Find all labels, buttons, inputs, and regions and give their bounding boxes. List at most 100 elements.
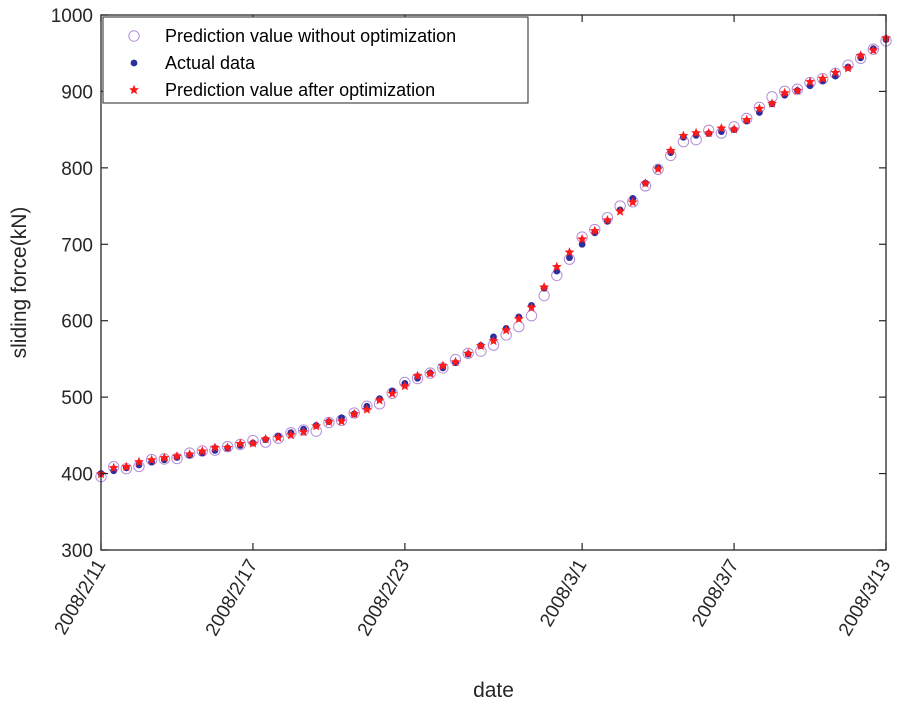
data-point <box>297 424 310 436</box>
data-point <box>172 451 182 461</box>
data-point <box>425 368 436 378</box>
data-point <box>463 348 474 358</box>
legend-label: Actual data <box>165 53 256 73</box>
data-point <box>424 367 436 379</box>
data-point <box>475 340 486 351</box>
data-point <box>387 388 398 398</box>
data-point <box>589 225 600 236</box>
data-point <box>665 145 676 155</box>
x-axis-label: date <box>473 679 514 702</box>
y-tick-label: 800 <box>61 159 93 180</box>
data-point <box>741 114 752 125</box>
y-tick-label: 700 <box>61 235 93 256</box>
data-point <box>653 163 663 174</box>
data-point <box>525 310 538 322</box>
data-point <box>703 127 714 138</box>
data-point <box>197 446 208 456</box>
data-point <box>791 83 804 95</box>
data-point <box>248 438 258 448</box>
data-point <box>129 84 139 95</box>
data-point <box>399 380 410 391</box>
data-point <box>298 426 309 437</box>
data-point <box>273 432 284 442</box>
data-point <box>210 442 220 452</box>
data-point <box>130 59 138 67</box>
data-point <box>551 261 562 272</box>
data-point <box>716 123 727 133</box>
data-point <box>513 320 525 333</box>
data-point <box>336 416 347 426</box>
x-tick-label: 2008/3/7 <box>688 556 743 631</box>
data-point <box>324 416 334 426</box>
data-point <box>311 421 322 431</box>
chart-marks <box>95 32 892 483</box>
data-point <box>348 407 360 419</box>
data-point <box>462 347 474 360</box>
data-point <box>221 440 234 453</box>
data-point <box>513 313 524 324</box>
series-star <box>96 32 891 479</box>
data-point <box>538 289 550 302</box>
data-point <box>564 247 575 257</box>
data-point <box>128 30 140 42</box>
legend-label: Prediction value without optimization <box>165 26 456 46</box>
x-tick-label: 2008/2/11 <box>51 556 111 638</box>
data-point <box>285 427 297 439</box>
data-point <box>260 434 271 444</box>
y-axis: 300 400 500 600 700 800 900 1000 <box>51 6 886 562</box>
legend-label: Prediction value after optimization <box>165 80 435 100</box>
data-point <box>539 282 550 292</box>
data-point <box>159 452 170 463</box>
x-tick-label: 2008/2/23 <box>354 556 414 640</box>
x-tick-label: 2008/3/13 <box>835 556 895 640</box>
x-tick-label: 2008/2/17 <box>202 556 262 640</box>
data-point <box>792 85 803 95</box>
data-point <box>412 370 423 381</box>
x-tick-label: 2008/3/1 <box>536 556 591 631</box>
data-point <box>627 197 638 207</box>
data-point <box>855 50 866 60</box>
data-point <box>349 408 360 419</box>
y-tick-label: 1000 <box>51 6 93 27</box>
x-axis: 2008/2/11 2008/2/17 2008/2/23 2008/3/1 2008/… <box>51 15 895 640</box>
data-point <box>501 325 512 335</box>
data-point <box>488 335 499 346</box>
data-point <box>615 206 626 216</box>
data-point <box>374 395 385 405</box>
data-point <box>691 127 701 138</box>
data-point <box>867 43 880 55</box>
data-point <box>361 404 372 414</box>
data-point <box>805 76 815 87</box>
data-point <box>146 454 157 465</box>
data-point <box>222 442 233 452</box>
data-point <box>235 438 246 448</box>
legend: Prediction value without optimization Act… <box>102 16 529 104</box>
data-point <box>450 356 461 367</box>
data-point <box>843 63 853 73</box>
y-tick-label: 500 <box>61 388 93 409</box>
data-point <box>134 456 144 467</box>
data-point <box>108 462 119 473</box>
data-point <box>578 240 586 248</box>
data-point <box>526 302 537 312</box>
data-point <box>121 461 132 472</box>
y-tick-label: 300 <box>61 541 93 562</box>
legend-box <box>102 16 529 104</box>
data-point <box>184 449 195 459</box>
data-point <box>868 45 879 55</box>
data-point <box>566 254 573 262</box>
y-tick-label: 900 <box>61 82 93 103</box>
data-point <box>602 215 613 225</box>
data-point <box>817 73 828 83</box>
data-point <box>437 360 448 370</box>
data-point <box>754 103 765 113</box>
data-point <box>830 67 841 77</box>
data-point <box>640 178 651 188</box>
data-point <box>729 124 739 134</box>
y-axis-label: sliding force(kN) <box>8 207 31 359</box>
data-point <box>779 87 790 98</box>
data-point <box>767 98 777 108</box>
data-point <box>678 130 689 140</box>
y-tick-label: 400 <box>61 465 93 486</box>
